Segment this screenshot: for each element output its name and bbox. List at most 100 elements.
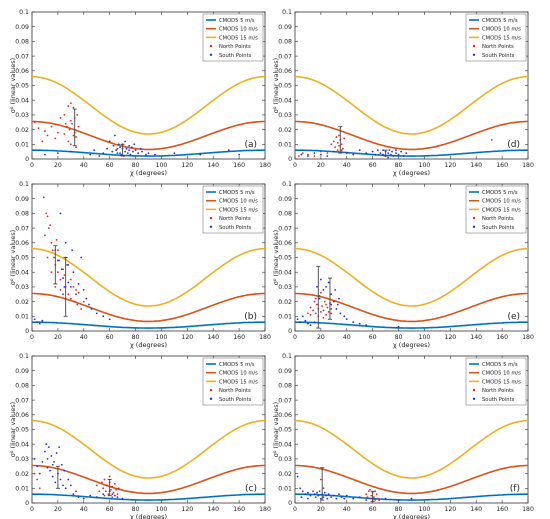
south-point (46, 466, 49, 469)
south-point (397, 153, 400, 156)
legend-label: CMOD5 5 m/s (482, 190, 518, 196)
panel-label: (b) (244, 312, 257, 322)
x-tick-label: 100 (419, 334, 431, 341)
legend-label: CMOD5 15 m/s (219, 379, 258, 385)
x-tick-label: 120 (444, 506, 456, 513)
x-tick-label: 180 (522, 162, 534, 169)
north-point (69, 143, 72, 146)
north-point (366, 496, 369, 499)
north-point (325, 313, 327, 316)
south-point (77, 283, 80, 285)
north-point (319, 291, 322, 294)
x-tick-label: 140 (470, 506, 482, 513)
north-point (108, 475, 111, 478)
south-point (332, 494, 335, 497)
south-point (102, 315, 105, 318)
south-point (387, 152, 390, 155)
south-point (296, 318, 299, 321)
south-point (58, 446, 61, 449)
north-point (326, 152, 329, 155)
north-point (325, 303, 327, 306)
south-point (55, 452, 58, 454)
legend-marker (472, 388, 476, 392)
south-point (374, 153, 377, 156)
north-point (76, 114, 79, 116)
legend-label: South Points (482, 225, 515, 231)
north-point (98, 490, 101, 493)
north-point (374, 490, 377, 493)
north-point (375, 493, 378, 496)
chart-panel-a: 0 0.01 0.02 0.03 0.04 0.05 0.06 0.07 0.08 0.09 0.1… (9, 9, 271, 177)
north-point (77, 291, 80, 294)
north-point (336, 149, 339, 152)
y-tick-label: 0.02 (278, 299, 292, 306)
south-point (392, 155, 395, 157)
north-point (110, 488, 112, 491)
south-point (126, 152, 129, 155)
south-point (345, 494, 348, 497)
south-point (338, 297, 340, 300)
south-point (365, 499, 368, 501)
north-point (72, 286, 75, 288)
north-point (59, 116, 62, 119)
south-point (44, 450, 46, 453)
south-point (98, 155, 101, 157)
north-point (102, 487, 105, 490)
x-tick-label: 0 (293, 162, 297, 169)
south-point (102, 493, 105, 496)
north-point (53, 256, 55, 259)
north-point (322, 316, 325, 319)
south-point (299, 321, 302, 324)
legend-label: CMOD5 15 m/s (482, 35, 521, 41)
y-tick-label: 0.09 (15, 196, 29, 203)
legend-label: South Points (482, 397, 515, 403)
y-tick-label: 0.06 (278, 412, 292, 419)
y-tick-label: 0.01 (278, 314, 292, 321)
north-point (41, 140, 44, 143)
y-axis-label: σ⁰ (linear values) (9, 402, 17, 457)
legend-label: North Points (219, 216, 251, 222)
north-point (64, 122, 67, 125)
y-tick-label: 0.04 (278, 441, 292, 448)
legend-label: South Points (482, 53, 515, 59)
series-line (295, 321, 528, 329)
north-point (46, 215, 49, 218)
legend-marker (209, 53, 213, 56)
north-point (319, 150, 322, 153)
north-point (77, 125, 80, 128)
north-point (56, 131, 59, 134)
south-point (335, 308, 338, 310)
south-point (339, 312, 342, 315)
south-point (395, 152, 397, 155)
south-point (382, 153, 384, 156)
x-tick-label: 100 (156, 334, 168, 341)
south-point (95, 312, 98, 315)
north-point (106, 484, 108, 487)
south-point (410, 497, 413, 500)
x-tick-label: 20 (54, 334, 62, 341)
y-axis-label: σ⁰ (linear values) (9, 58, 17, 113)
south-point (332, 300, 335, 303)
y-tick-label: 0.05 (278, 83, 292, 90)
south-point (304, 493, 307, 496)
north-point (50, 241, 53, 244)
north-point (327, 310, 330, 313)
south-point (45, 443, 48, 446)
north-point (76, 303, 79, 306)
south-point (56, 152, 59, 155)
y-tick-label: 0.01 (15, 314, 29, 321)
north-point (59, 278, 62, 281)
south-point (338, 493, 340, 496)
north-point (297, 155, 300, 157)
north-point (367, 490, 370, 493)
south-point (299, 487, 302, 490)
south-point (108, 318, 111, 321)
south-point (119, 146, 121, 149)
y-tick-label: 0.07 (278, 225, 292, 232)
x-tick-label: 20 (317, 334, 325, 341)
south-point (343, 497, 346, 500)
y-tick-label: 0 (25, 328, 29, 335)
north-point (314, 297, 317, 300)
south-point (113, 134, 116, 137)
y-tick-label: 0.06 (15, 68, 29, 75)
